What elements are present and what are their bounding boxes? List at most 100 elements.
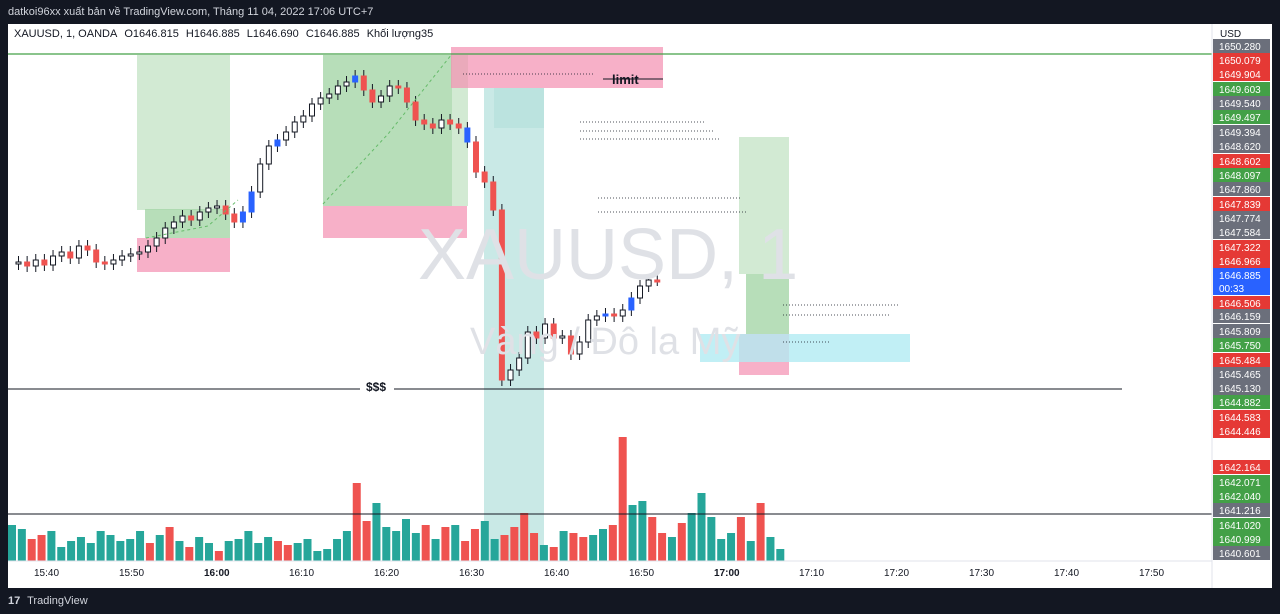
time-axis-bg <box>8 561 1212 588</box>
price-label: 1649.904 <box>1219 70 1261 81</box>
legend-close: C1646.885 <box>305 28 360 40</box>
time-label: 16:40 <box>544 568 569 579</box>
volume-bar <box>362 521 371 561</box>
price-label: 1644.583 <box>1219 413 1261 424</box>
price-label-bg <box>1213 489 1270 503</box>
time-axis[interactable]: 15:40 15:50 16:00 16:10 16:20 16:30 16:40 16:50… <box>8 560 1212 588</box>
candle-body <box>412 101 419 121</box>
time-label: 16:30 <box>459 568 484 579</box>
price-label-bg <box>1213 460 1270 474</box>
price-label: 1647.839 <box>1219 200 1261 211</box>
price-label: 1641.020 <box>1219 521 1261 532</box>
candle-body <box>421 119 428 125</box>
green-zone <box>739 137 789 274</box>
chart-area[interactable]: XAUUSD, 1 Vàng / Đô la Mỹ limit $$$ 15:4… <box>8 24 1272 588</box>
volume-bar <box>402 519 410 561</box>
price-label: 1649.603 <box>1219 85 1261 96</box>
green-trend-line <box>322 53 453 205</box>
candle-body <box>274 139 281 147</box>
tradingview-brand: TradingView <box>27 595 88 607</box>
time-label: 17:00 <box>714 568 740 579</box>
volume-bar <box>155 535 164 561</box>
volume-bar <box>628 505 637 561</box>
liquidity-label-bg <box>360 379 394 393</box>
volume-bar <box>677 523 686 561</box>
candle-body <box>507 369 514 381</box>
liquidity-label: $$$ <box>366 380 386 394</box>
time-label: 16:50 <box>629 568 654 579</box>
price-label: 1647.774 <box>1219 214 1261 225</box>
volume-bar <box>618 437 627 561</box>
legend-high: H1646.885 <box>185 28 240 40</box>
volume-bar <box>27 539 36 561</box>
price-label: 1647.322 <box>1219 243 1261 254</box>
volume-bar <box>185 547 194 561</box>
price-label-bg <box>1213 197 1270 211</box>
volume-bar <box>126 539 135 561</box>
time-label: 16:10 <box>289 568 314 579</box>
volume-bar <box>727 533 736 561</box>
candle-body <box>576 341 583 355</box>
candle-body <box>602 313 609 317</box>
volume-bar <box>608 525 617 561</box>
volume-bar <box>37 535 46 561</box>
candle-body <box>119 255 126 261</box>
candle-body <box>32 259 39 267</box>
candle-body <box>170 221 177 229</box>
volume-bar <box>333 539 342 561</box>
time-label: 17:50 <box>1139 568 1164 579</box>
volume-bar <box>136 531 145 561</box>
volume-bar <box>205 543 213 561</box>
price-label: 1641.216 <box>1219 506 1261 517</box>
price-label: 1640.999 <box>1219 535 1261 546</box>
volume-bar <box>293 543 302 561</box>
volume-bar <box>254 543 263 561</box>
time-label: 17:10 <box>799 568 824 579</box>
volume-bar <box>352 483 361 561</box>
volume-bar <box>342 531 351 561</box>
volume-bar <box>323 549 332 561</box>
volume-bar <box>520 513 529 561</box>
volume-bar <box>599 529 607 561</box>
volume-bar <box>106 535 115 561</box>
candle-body <box>352 75 359 83</box>
price-label-bg <box>1213 225 1270 239</box>
price-label-bg <box>1213 168 1270 182</box>
volume-bar <box>116 541 125 561</box>
price-axis[interactable]: USD 1650.280 1650.079 1649.904 1649.603 1649… <box>1211 24 1272 588</box>
volume-bar <box>264 537 273 561</box>
volume-bar <box>658 533 667 561</box>
volume-bar <box>470 529 479 561</box>
price-label: 1650.079 <box>1219 56 1261 67</box>
candle-body <box>257 163 264 193</box>
candle-body <box>308 103 315 117</box>
volume-bar <box>392 531 401 561</box>
candle-body <box>127 253 134 257</box>
volume-bar <box>76 537 85 561</box>
volume-bars <box>8 437 785 561</box>
volume-bar <box>687 513 696 561</box>
price-label-bg <box>1213 324 1270 338</box>
price-label: 1645.809 <box>1219 327 1261 338</box>
legend-open: O1646.815 <box>124 28 179 40</box>
price-label: 1645.750 <box>1219 341 1261 352</box>
publisher-text: datkoi96xx xuất bản về TradingView.com, … <box>8 6 374 18</box>
candle-body <box>542 323 549 339</box>
volume-bar <box>313 551 322 561</box>
volume-bar <box>67 541 76 561</box>
price-label-bg <box>1213 424 1270 438</box>
volume-bar <box>539 545 548 561</box>
volume-bar <box>86 543 95 561</box>
price-label-bg <box>1213 82 1270 96</box>
candle-body <box>231 213 238 223</box>
price-label: 1648.620 <box>1219 142 1261 153</box>
candle-body <box>438 119 445 129</box>
volume-bar <box>244 531 253 561</box>
price-label-bg <box>1213 546 1270 560</box>
price-label-bg <box>1213 309 1270 323</box>
volume-bar <box>569 533 578 561</box>
volume-bar <box>96 531 105 561</box>
candle-body <box>498 209 505 381</box>
volume-bar <box>579 537 588 561</box>
symbol-legend[interactable]: XAUUSD, 1, OANDA O1646.815 H1646.885 L16… <box>14 28 437 40</box>
